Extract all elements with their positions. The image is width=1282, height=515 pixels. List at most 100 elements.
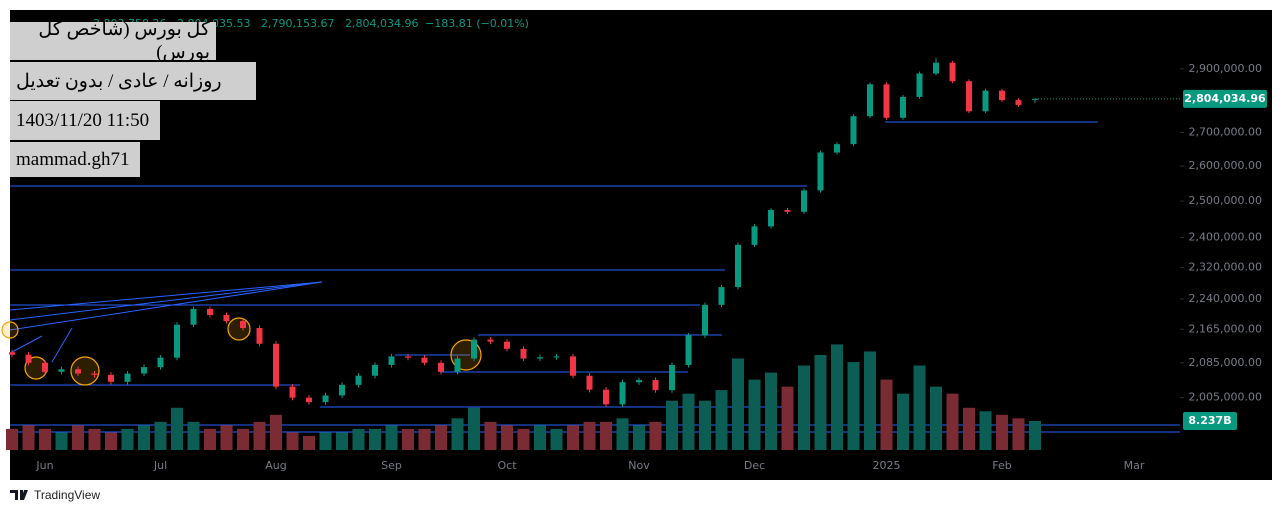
- volume-bar: [1012, 418, 1025, 450]
- volume-bar: [72, 425, 84, 450]
- candle-body: [619, 382, 626, 405]
- volume-bar: [897, 393, 909, 450]
- y-tick-label: 2,240,000.00: [1189, 292, 1262, 305]
- volume-bar: [451, 418, 464, 450]
- candle-body: [190, 308, 197, 325]
- candle-body: [817, 152, 824, 191]
- volume-bar: [880, 379, 893, 450]
- candle-body: [504, 341, 510, 349]
- volume-bar: [6, 428, 18, 450]
- volume-bar: [847, 362, 860, 450]
- candle-body: [207, 308, 213, 315]
- candle-body: [586, 375, 593, 390]
- candle-body: [42, 362, 48, 372]
- candle-body: [306, 397, 312, 403]
- volume-bar: [732, 358, 744, 450]
- volume-bar: [616, 418, 629, 450]
- volume-bar: [154, 421, 167, 450]
- candle-body: [372, 364, 378, 376]
- volume-bar: [1029, 421, 1041, 450]
- volume-bar: [435, 425, 447, 450]
- volume-bar: [748, 379, 761, 450]
- candle-body: [322, 395, 329, 403]
- candle-body: [471, 339, 477, 359]
- volume-bar: [715, 390, 728, 450]
- candle-body: [240, 321, 246, 329]
- volume-bar: [105, 432, 117, 450]
- volume-bar: [781, 386, 794, 450]
- candle-body: [900, 96, 906, 118]
- volume-bar: [567, 425, 579, 450]
- candle-body: [850, 116, 857, 145]
- volume-bar: [600, 421, 612, 450]
- info-change: −183.81 (−0.01%): [425, 17, 529, 30]
- candle-body: [669, 364, 675, 391]
- volume-bar: [39, 428, 51, 450]
- x-tick-label: Jul: [153, 459, 167, 472]
- candle-body: [784, 210, 791, 212]
- volume-bar: [204, 428, 216, 450]
- candle-body: [867, 84, 873, 117]
- candle-body: [223, 314, 230, 322]
- info-low: 2,790,153.67: [261, 17, 334, 30]
- candle-body: [124, 373, 131, 382]
- footer: TradingView: [10, 488, 100, 502]
- candle-body: [949, 62, 956, 82]
- candle-body: [735, 244, 741, 288]
- candle-body: [273, 343, 279, 387]
- volume-bar: [996, 414, 1008, 450]
- candle-body: [636, 380, 642, 383]
- candle-body: [751, 226, 758, 245]
- candle-body: [9, 352, 15, 355]
- x-tick-label: Sep: [381, 459, 402, 472]
- candle-body: [834, 144, 840, 153]
- symbol-title: کل بورس (شاخص کل بورس): [10, 19, 216, 63]
- candle-body: [768, 210, 774, 227]
- volume-bar: [699, 400, 711, 450]
- candles: [9, 57, 1038, 408]
- volume-bar: [633, 425, 645, 450]
- candle-body: [405, 356, 411, 358]
- candle-body: [537, 357, 543, 359]
- candle-body: [999, 90, 1005, 101]
- volume-bar: [253, 421, 266, 450]
- y-tick-label: 2,085,000.00: [1189, 356, 1262, 369]
- y-tick-label: 2,700,000.00: [1189, 126, 1262, 139]
- fan-line: [9, 281, 323, 331]
- volume-bar: [237, 428, 249, 450]
- candle-body: [454, 358, 461, 372]
- volume-bars: [6, 344, 1041, 450]
- candle-body: [108, 374, 114, 382]
- volume-bar: [88, 428, 101, 450]
- y-tick-label: 2,320,000.00: [1189, 261, 1262, 274]
- volume-bar: [979, 411, 992, 450]
- y-tick-label: 2,500,000.00: [1189, 194, 1262, 207]
- volume-bar: [765, 372, 777, 450]
- candle-body: [141, 367, 147, 374]
- volume-bar: [369, 428, 381, 450]
- candle-body: [553, 356, 560, 358]
- candle-body: [91, 373, 98, 375]
- volume-bar: [171, 407, 183, 450]
- last-price-label: 2,804,034.96: [1184, 92, 1266, 105]
- volume-bar: [583, 421, 596, 450]
- volume-bar: [963, 407, 975, 450]
- trend-line: [11, 335, 43, 353]
- candle-body: [58, 369, 65, 372]
- candle-body: [685, 335, 692, 365]
- info-close: 2,804,034.96: [345, 17, 418, 30]
- trend-line: [51, 327, 73, 363]
- volume-bar: [418, 428, 431, 450]
- volume-bar: [798, 365, 810, 450]
- x-tick-label: Jun: [35, 459, 53, 472]
- brand-name: TradingView: [34, 488, 101, 502]
- volume-bar: [187, 421, 200, 450]
- highlight-circle: [1, 321, 19, 339]
- info-row: 2,803,758.26 2,804,035.53 2,790,153.67 2…: [93, 17, 529, 30]
- volume-bar: [864, 351, 876, 450]
- x-tick-label: Aug: [265, 459, 286, 472]
- volume-bar: [468, 407, 480, 450]
- chart: 2,803,758.26 2,804,035.53 2,790,153.67 2…: [1, 10, 1272, 480]
- candle-body: [982, 90, 989, 112]
